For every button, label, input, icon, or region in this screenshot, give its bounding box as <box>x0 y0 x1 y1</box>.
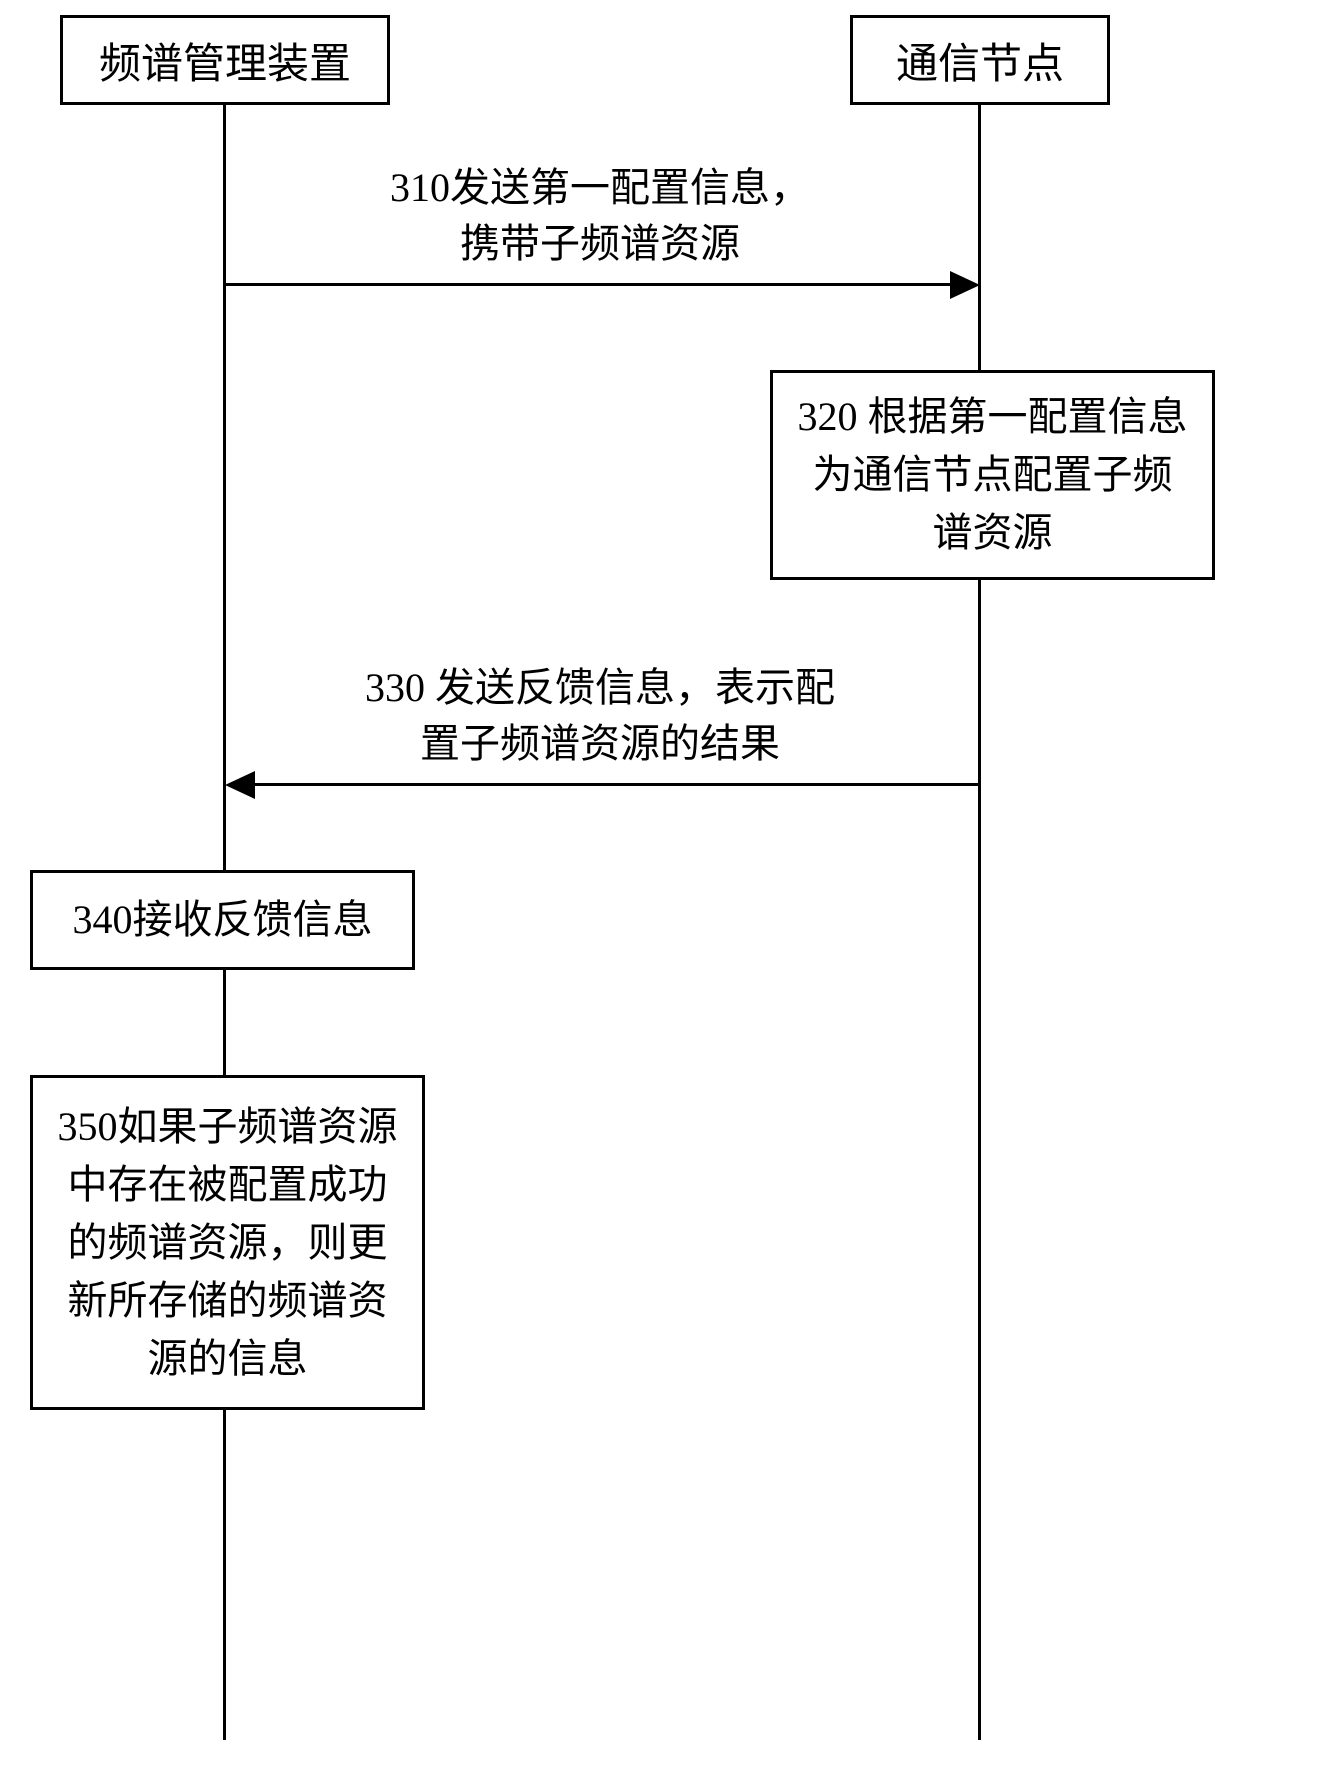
message-310-line2: 携带子频谱资源 <box>460 221 740 266</box>
process-320: 320 根据第一配置信息 为通信节点配置子频 谱资源 <box>770 370 1215 580</box>
message-330-arrow <box>250 783 980 786</box>
message-330-label: 330 发送反馈信息，表示配 置子频谱资源的结果 <box>310 660 890 772</box>
lifeline-left-seg3 <box>223 1410 226 1740</box>
message-310-arrowhead <box>950 271 980 299</box>
actor-spectrum-manager: 频谱管理装置 <box>60 15 390 105</box>
lifeline-left-seg1 <box>223 105 226 870</box>
actor-spectrum-manager-label: 频谱管理装置 <box>99 30 351 91</box>
actor-comm-node-label: 通信节点 <box>896 30 1064 91</box>
message-310-line1: 310发送第一配置信息， <box>390 165 810 210</box>
process-340-text: 340接收反馈信息 <box>73 891 373 949</box>
message-310-arrow <box>225 283 955 286</box>
lifeline-right-seg1 <box>978 105 981 370</box>
process-350-text: 350如果子频谱资源 中存在被配置成功 的频谱资源，则更 新所存储的频谱资 源的… <box>58 1098 398 1388</box>
process-340: 340接收反馈信息 <box>30 870 415 970</box>
message-330-arrowhead <box>225 771 255 799</box>
message-330-line2: 置子频谱资源的结果 <box>420 721 780 766</box>
actor-comm-node: 通信节点 <box>850 15 1110 105</box>
process-320-text: 320 根据第一配置信息 为通信节点配置子频 谱资源 <box>798 388 1188 562</box>
message-330-line1: 330 发送反馈信息，表示配 <box>365 665 835 710</box>
lifeline-left-seg2 <box>223 970 226 1075</box>
sequence-diagram: 频谱管理装置 通信节点 310发送第一配置信息， 携带子频谱资源 320 根据第… <box>0 0 1332 1777</box>
message-310-label: 310发送第一配置信息， 携带子频谱资源 <box>330 160 870 272</box>
lifeline-right-seg2 <box>978 580 981 1740</box>
process-350: 350如果子频谱资源 中存在被配置成功 的频谱资源，则更 新所存储的频谱资 源的… <box>30 1075 425 1410</box>
